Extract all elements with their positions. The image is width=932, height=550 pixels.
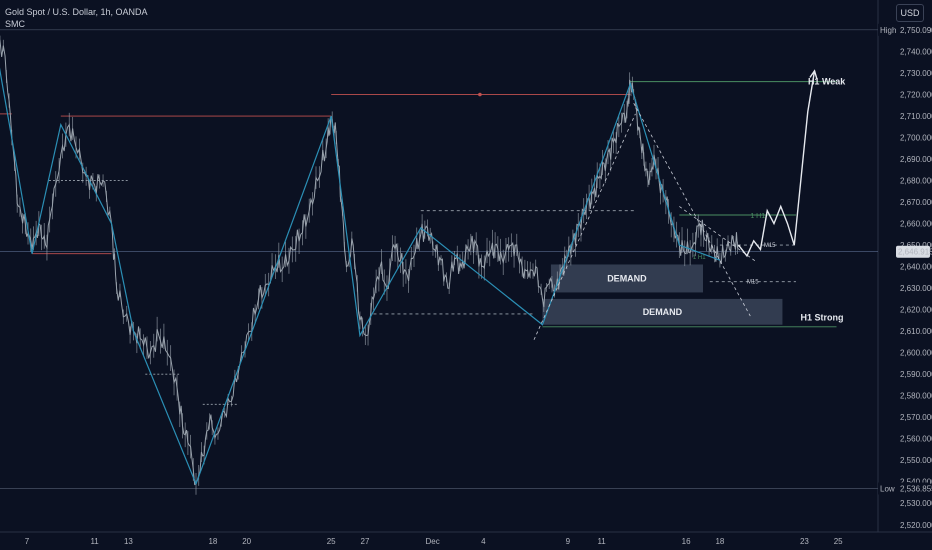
x-tick-label: 4 <box>481 537 486 546</box>
y-tick-label: 2,620.000 <box>900 306 932 315</box>
demand-zones: DEMAND DEMAND <box>542 264 783 325</box>
m15-level-label: M15 <box>764 243 776 249</box>
x-tick-label: 11 <box>90 537 99 546</box>
h1-internal-label: 1 H1 <box>693 255 706 261</box>
x-tick-label: 9 <box>566 537 571 546</box>
current-price-bg <box>896 245 930 258</box>
y-tick-label: 2,590.000 <box>900 370 932 379</box>
projection-arrowhead <box>809 69 818 79</box>
x-tick-label: 23 <box>800 537 809 546</box>
indicator-label: SMC <box>5 19 25 29</box>
high-value-bg <box>896 23 930 36</box>
y-tick-label: 2,740.000 <box>900 48 932 57</box>
y-tick-label: 2,720.000 <box>900 91 932 100</box>
x-tick-label: 13 <box>124 537 133 546</box>
x-tick-label: 27 <box>361 537 370 546</box>
y-tick-label: 2,660.000 <box>900 220 932 229</box>
x-tick-label: 18 <box>715 537 724 546</box>
demand-zone-upper <box>550 264 703 293</box>
trend-line <box>633 102 751 317</box>
x-tick-label: 7 <box>25 537 30 546</box>
annotation-labels: H1 Weak H1 Strong 1 H1 1 H1 M15 M15 <box>693 77 846 323</box>
y-tick-label: 2,550.000 <box>900 456 932 465</box>
y-tick-label: 2,600.000 <box>900 349 932 358</box>
x-tick-label: 25 <box>327 537 336 546</box>
y-tick-label: 2,520.000 <box>900 521 932 530</box>
projection-path <box>737 69 818 258</box>
y-tick-label: 2,700.000 <box>900 134 932 143</box>
y-tick-label: 2,570.000 <box>900 413 932 422</box>
y-tick-label: 2,690.000 <box>900 155 932 164</box>
h1-level-label: 1 H1 <box>750 213 765 220</box>
y-tick-label: 2,680.000 <box>900 177 932 186</box>
y-tick-label: 2,640.000 <box>900 263 932 272</box>
high-label-bg <box>878 23 896 36</box>
low-label: Low <box>880 485 895 494</box>
demand-zone-upper-label: DEMAND <box>607 273 647 283</box>
trend-line <box>533 113 636 340</box>
grid <box>0 0 932 533</box>
y-tick-label: 2,560.000 <box>900 435 932 444</box>
y-tick-label: 2,730.000 <box>900 69 932 78</box>
resistance-marker <box>478 92 482 97</box>
projection-line <box>737 70 816 258</box>
h1-strong-label: H1 Strong <box>801 313 844 323</box>
time-axis[interactable]: 7 11 13 18 20 25 27 Dec 4 9 11 16 18 23 25 <box>25 537 843 546</box>
y-tick-label: 2,610.000 <box>900 327 932 336</box>
price-line <box>0 39 739 486</box>
price-series <box>0 35 739 495</box>
y-tick-label: 2,710.000 <box>900 112 932 121</box>
currency-selector[interactable]: USD <box>896 4 924 22</box>
demand-zone-lower <box>542 298 783 325</box>
m15-level-label: M15 <box>747 280 759 286</box>
symbol-title: Gold Spot / U.S. Dollar, 1h, OANDA <box>5 7 148 17</box>
h1-weak-label: H1 Weak <box>808 77 846 87</box>
low-label-bg <box>878 482 896 495</box>
y-tick-label: 2,650.000 <box>900 241 932 250</box>
x-tick-label: 25 <box>834 537 843 546</box>
x-tick-label: 16 <box>682 537 691 546</box>
demand-zone-lower-label: DEMAND <box>643 307 683 317</box>
y-tick-label: 2,580.000 <box>900 392 932 401</box>
swing-structure-line <box>0 67 721 486</box>
low-value-bg <box>896 482 930 495</box>
x-tick-label: 11 <box>597 537 606 546</box>
x-tick-label: Dec <box>425 537 439 546</box>
y-tick-label: 2,630.000 <box>900 284 932 293</box>
price-axis[interactable]: 2,520.000 2,530.000 2,540.000 2,550.000 2,56… <box>878 23 932 530</box>
low-value: 2,536.855 <box>900 485 932 494</box>
y-tick-label: 2,670.000 <box>900 198 932 207</box>
high-value: 2,750.090 <box>900 26 932 35</box>
y-tick-label: 2,530.000 <box>900 499 932 508</box>
current-price-label: 2,646.915 <box>898 248 932 257</box>
high-label: High <box>880 26 896 35</box>
x-tick-label: 18 <box>208 537 217 546</box>
x-tick-label: 20 <box>242 537 251 546</box>
y-tick-label: 2,540.000 <box>900 478 932 487</box>
